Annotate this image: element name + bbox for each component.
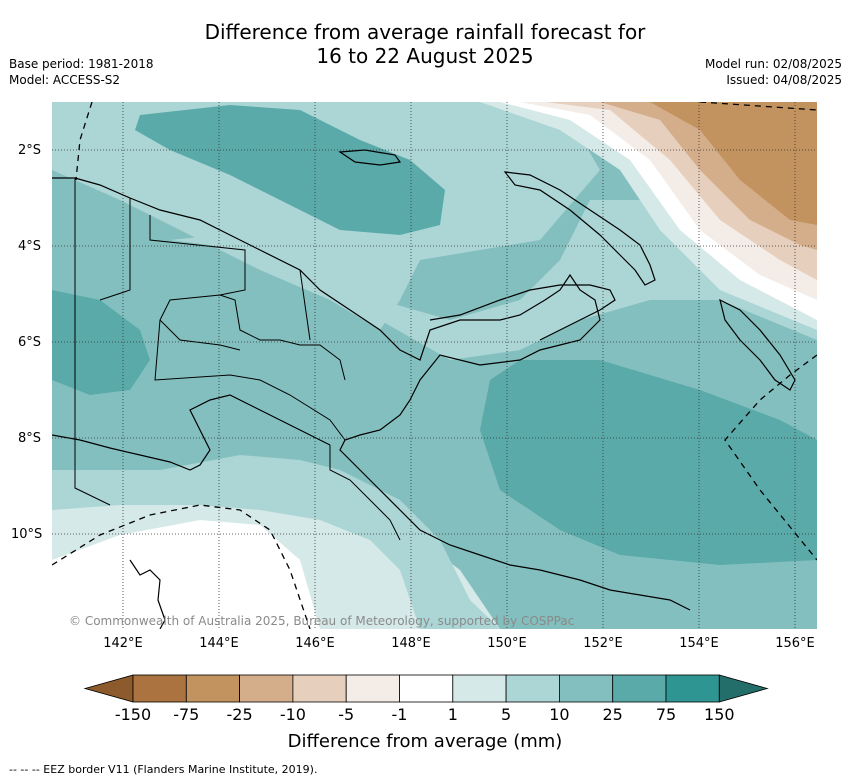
colorbar-segment	[345, 674, 400, 703]
eez-borders	[52, 102, 817, 629]
colorbar-tick-label: -1	[391, 705, 408, 724]
colorbar-tick-label: 5	[501, 705, 512, 724]
meta-left: Base period: 1981-2018 Model: ACCESS-S2	[9, 56, 154, 88]
model-name: Model: ACCESS-S2	[9, 73, 121, 87]
graticule	[52, 102, 817, 629]
lon-label-142e: 142°E	[103, 636, 143, 651]
rainfall-contours	[52, 102, 817, 629]
colorbar-tick-label: 75	[655, 705, 677, 724]
colorbar-tick-label: 10	[549, 705, 570, 724]
lon-label-156e: 156°E	[775, 636, 815, 651]
eez-border-east	[724, 354, 817, 561]
colorbar-tick-label: 25	[602, 705, 623, 724]
contour-1-5-central	[170, 200, 817, 360]
eez-note: -- -- -- EEZ border V11 (Flanders Marine…	[9, 763, 318, 776]
colorbar-segment	[292, 674, 347, 703]
lon-label-148e: 148°E	[391, 636, 431, 651]
province-borders	[74, 178, 401, 541]
colorbar-label: Difference from average (mm)	[287, 731, 563, 752]
lat-label-6s: 6°S	[18, 335, 42, 350]
lat-label-2s: 2°S	[18, 143, 42, 158]
base-period: Base period: 1981-2018	[9, 57, 154, 71]
meta-right: Model run: 02/08/2025 Issued: 04/08/2025	[705, 56, 842, 88]
colorbar-tick-label: -25	[226, 705, 253, 724]
lon-label-154e: 154°E	[679, 636, 719, 651]
lon-label-152e: 152°E	[583, 636, 623, 651]
eez-border-south	[52, 504, 311, 629]
colorbar-segment	[505, 674, 560, 703]
colorbar-tick-label: -75	[173, 705, 200, 724]
lon-label-146e: 146°E	[295, 636, 335, 651]
lat-label-8s: 8°S	[18, 431, 42, 446]
lon-label-150e: 150°E	[487, 636, 527, 651]
contour-10-25-southeast	[480, 360, 817, 565]
border-png-west	[74, 178, 111, 506]
contour-minus-25-minus-75	[650, 102, 817, 225]
map-title: Difference from average rainfall forecas…	[0, 20, 850, 68]
colorbar-segment	[452, 674, 507, 703]
contour-10-25-west	[52, 290, 150, 395]
copyright-notice: © Commonwealth of Australia 2025, Bureau…	[69, 614, 575, 628]
issued-date: Issued: 04/08/2025	[726, 73, 842, 87]
model-run: Model run: 02/08/2025	[704, 57, 842, 71]
colorbar-segment	[239, 674, 294, 703]
contour-neutral-south	[52, 520, 320, 629]
colorbar-segment	[559, 674, 614, 703]
lat-label-10s: 10°S	[11, 527, 43, 542]
bougainville-coast	[719, 298, 796, 391]
colorbar-segment	[132, 674, 187, 703]
lat-label-4s: 4°S	[18, 239, 42, 254]
colorbar-segment	[185, 674, 241, 703]
colorbar-segments	[83, 674, 769, 703]
colorbar-tick-label: -5	[338, 705, 355, 724]
colorbar-segment	[612, 674, 667, 703]
colorbar-arrow-low	[83, 674, 134, 703]
colorbar-tick-label: -150	[114, 705, 152, 724]
contour-10-25-northwest	[135, 105, 445, 235]
title-line-1: Difference from average rainfall forecas…	[204, 20, 646, 44]
lon-label-144e: 144°E	[199, 636, 239, 651]
colorbar-segment	[399, 674, 454, 703]
eez-border-northeast	[699, 102, 817, 111]
border-provinces	[99, 198, 401, 541]
eez-border-west	[75, 102, 93, 181]
colorbar-segment	[665, 674, 720, 703]
colorbar-tick-label: 150	[704, 705, 735, 724]
new-guinea-coast	[52, 177, 691, 611]
coastlines	[52, 149, 796, 629]
colorbar-arrow-high	[718, 674, 769, 703]
colorbar-tick-label: -10	[279, 705, 306, 724]
title-line-2: 16 to 22 August 2025	[316, 44, 534, 68]
cape-york-coast	[129, 559, 166, 629]
colorbar-tick-label: 1	[447, 705, 458, 724]
new-ireland-coast	[503, 171, 656, 286]
new-britain-coast	[429, 284, 616, 341]
